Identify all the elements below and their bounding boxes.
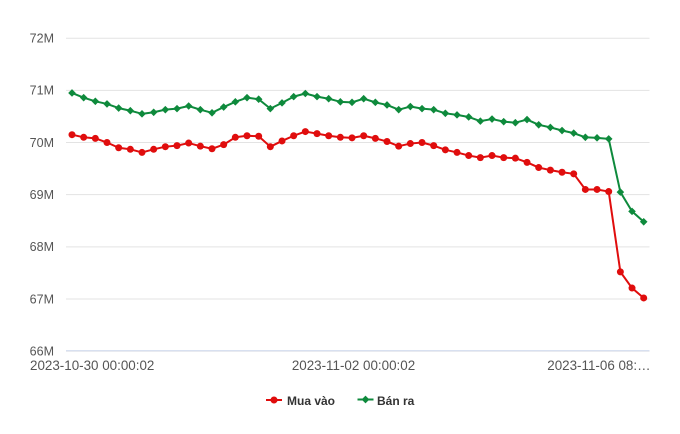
svg-text:67M: 67M (30, 292, 54, 306)
svg-text:68M: 68M (30, 240, 54, 254)
svg-text:72M: 72M (30, 32, 54, 46)
svg-text:69M: 69M (30, 188, 54, 202)
svg-text:70M: 70M (30, 136, 54, 150)
svg-text:66M: 66M (30, 345, 54, 359)
svg-text:2023-11-02 00:00:02: 2023-11-02 00:00:02 (292, 358, 415, 373)
svg-text:2023-10-30 00:00:02: 2023-10-30 00:00:02 (30, 358, 154, 373)
svg-text:Mua vào: Mua vào (287, 394, 335, 408)
svg-text:71M: 71M (30, 84, 54, 98)
svg-text:2023-11-06 08:…: 2023-11-06 08:… (547, 358, 650, 373)
svg-text:Bán ra: Bán ra (377, 394, 415, 408)
